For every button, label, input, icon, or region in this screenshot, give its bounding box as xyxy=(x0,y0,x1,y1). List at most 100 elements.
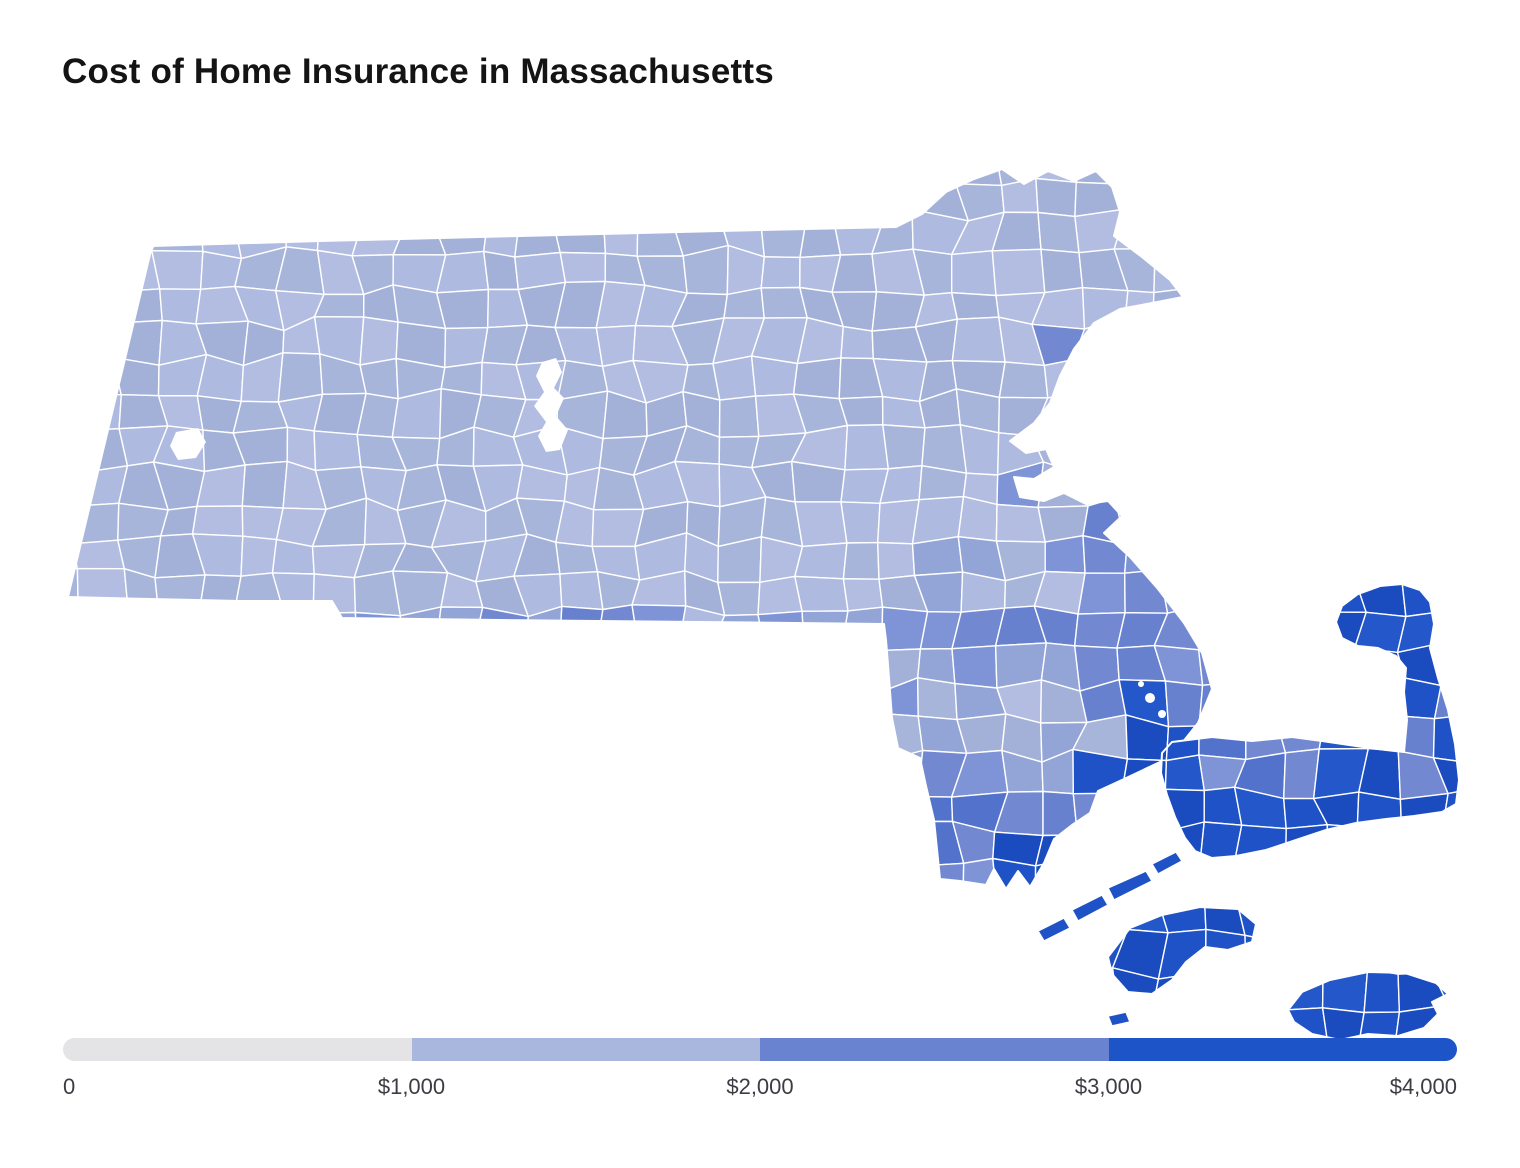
town-cell[interactable] xyxy=(715,180,762,223)
town-cell[interactable] xyxy=(1274,642,1322,687)
town-cell[interactable] xyxy=(1191,466,1247,507)
town-cell[interactable] xyxy=(555,792,605,834)
town-cell[interactable] xyxy=(840,648,887,691)
town-cell[interactable] xyxy=(840,677,887,715)
town-cell[interactable] xyxy=(1231,824,1287,871)
town-cell[interactable] xyxy=(1034,834,1079,867)
town-cell[interactable] xyxy=(1284,862,1326,902)
town-cell[interactable] xyxy=(553,645,603,690)
town-cell[interactable] xyxy=(111,319,163,366)
town-cell[interactable] xyxy=(444,326,489,369)
town-cell[interactable] xyxy=(602,177,642,218)
town-cell[interactable] xyxy=(520,829,568,864)
town-cell[interactable] xyxy=(760,256,801,289)
town-cell[interactable] xyxy=(443,895,488,938)
town-cell[interactable] xyxy=(312,785,353,831)
town-cell[interactable] xyxy=(480,150,528,184)
town-cell[interactable] xyxy=(436,288,490,330)
town-cell[interactable] xyxy=(639,898,685,933)
town-cell[interactable] xyxy=(750,355,799,397)
town-cell[interactable] xyxy=(873,905,925,940)
town-cell[interactable] xyxy=(512,677,558,717)
town-cell[interactable] xyxy=(1154,466,1198,507)
town-cell[interactable] xyxy=(512,642,560,685)
town-cell[interactable] xyxy=(71,502,120,545)
town-cell[interactable] xyxy=(552,139,605,188)
town-cell[interactable] xyxy=(1244,712,1287,761)
town-cell[interactable] xyxy=(792,820,838,868)
town-cell[interactable] xyxy=(674,640,715,688)
town-cell[interactable] xyxy=(157,714,206,756)
town-cell[interactable] xyxy=(645,686,686,716)
town-cell[interactable] xyxy=(79,215,123,260)
town-cell[interactable] xyxy=(1313,862,1366,900)
town-cell[interactable] xyxy=(800,677,848,725)
town-cell[interactable] xyxy=(1400,822,1449,867)
town-cell[interactable] xyxy=(1160,866,1205,906)
town-cell[interactable] xyxy=(751,177,808,220)
town-cell[interactable] xyxy=(321,860,367,902)
town-cell[interactable] xyxy=(919,862,965,907)
town-cell[interactable] xyxy=(1432,711,1488,764)
town-cell[interactable] xyxy=(194,825,246,873)
town-cell[interactable] xyxy=(1318,646,1364,687)
town-cell[interactable] xyxy=(800,713,848,762)
town-cell[interactable] xyxy=(75,678,120,728)
town-cell[interactable] xyxy=(282,755,328,796)
town-cell[interactable] xyxy=(403,682,447,719)
town-cell[interactable] xyxy=(764,750,810,793)
town-cell[interactable] xyxy=(393,140,438,184)
town-cell[interactable] xyxy=(841,759,876,794)
town-cell[interactable] xyxy=(116,894,154,938)
town-cell[interactable] xyxy=(361,140,397,185)
town-cell[interactable] xyxy=(36,430,82,474)
town-cell[interactable] xyxy=(275,610,319,654)
town-cell[interactable] xyxy=(152,894,207,944)
town-cell[interactable] xyxy=(1321,969,1369,1014)
town-cell[interactable] xyxy=(361,176,408,222)
town-cell[interactable] xyxy=(1244,934,1278,978)
town-cell[interactable] xyxy=(191,505,244,537)
town-cell[interactable] xyxy=(1074,428,1119,473)
town-cell[interactable] xyxy=(1235,642,1281,687)
town-cell[interactable] xyxy=(1355,543,1401,580)
town-cell[interactable] xyxy=(712,355,757,401)
town-cell[interactable] xyxy=(1353,862,1403,902)
town-cell[interactable] xyxy=(115,824,164,870)
town-cell[interactable] xyxy=(800,177,835,223)
town-cell[interactable] xyxy=(674,676,726,725)
town-cell[interactable] xyxy=(1116,389,1166,439)
town-cell[interactable] xyxy=(1199,537,1246,573)
town-cell[interactable] xyxy=(601,139,642,188)
town-cell[interactable] xyxy=(478,821,527,864)
town-cell[interactable] xyxy=(1152,286,1197,323)
town-cell[interactable] xyxy=(235,824,281,868)
town-cell[interactable] xyxy=(1442,787,1479,836)
town-cell[interactable] xyxy=(82,356,123,396)
town-cell[interactable] xyxy=(833,174,885,223)
small-island[interactable] xyxy=(1036,917,1072,942)
town-cell[interactable] xyxy=(838,395,884,427)
town-cell[interactable] xyxy=(951,316,1006,363)
town-cell[interactable] xyxy=(596,640,647,690)
town-cell[interactable] xyxy=(44,284,85,333)
town-cell[interactable] xyxy=(75,640,121,689)
town-cell[interactable] xyxy=(359,357,399,400)
town-cell[interactable] xyxy=(1199,870,1238,906)
town-cell[interactable] xyxy=(199,174,237,216)
town-cell[interactable] xyxy=(436,821,489,869)
town-cell[interactable] xyxy=(672,898,716,944)
town-cell[interactable] xyxy=(1204,928,1247,978)
town-cell[interactable] xyxy=(921,424,968,474)
town-cell[interactable] xyxy=(553,682,603,725)
town-cell[interactable] xyxy=(1113,137,1159,185)
town-cell[interactable] xyxy=(275,649,327,693)
town-cell[interactable] xyxy=(243,866,281,901)
town-cell[interactable] xyxy=(36,329,85,366)
town-cell[interactable] xyxy=(1164,680,1204,728)
town-cell[interactable] xyxy=(1160,538,1201,572)
town-cell[interactable] xyxy=(160,828,207,873)
town-cell[interactable] xyxy=(313,293,365,318)
town-cell[interactable] xyxy=(1432,929,1485,974)
town-cell[interactable] xyxy=(794,575,849,612)
